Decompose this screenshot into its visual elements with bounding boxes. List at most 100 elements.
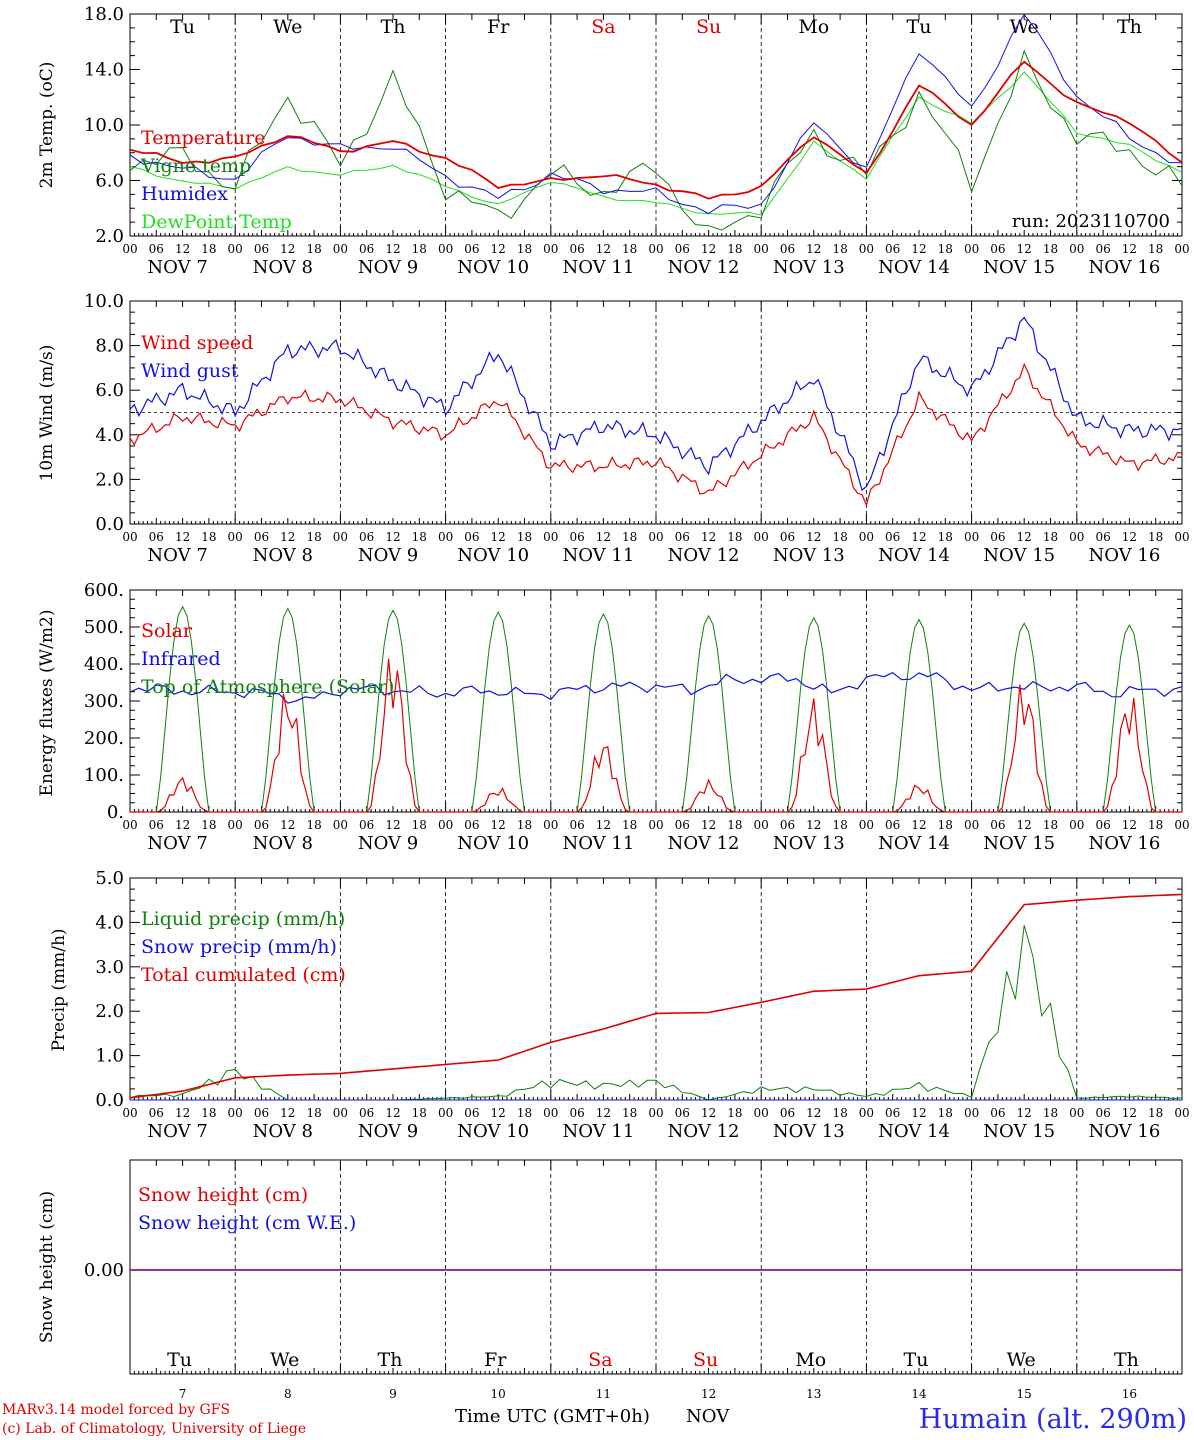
hour-tick-label: 18 bbox=[832, 242, 847, 256]
hour-tick-label: 00 bbox=[122, 1106, 137, 1120]
day-label: Th bbox=[1117, 16, 1142, 38]
day-label: Mo bbox=[795, 1349, 826, 1371]
hour-tick-label: 06 bbox=[780, 242, 795, 256]
date-label: NOV 12 bbox=[668, 545, 740, 566]
hour-tick-label: 12 bbox=[1122, 1106, 1137, 1120]
hour-tick-label: 12 bbox=[596, 1106, 611, 1120]
hour-tick-label: 18 bbox=[306, 1106, 321, 1120]
date-label: NOV 10 bbox=[457, 833, 529, 854]
date-label: NOV 14 bbox=[878, 257, 950, 278]
date-label: NOV 7 bbox=[147, 1121, 207, 1142]
y-axis-label: Energy fluxes (W/m2) bbox=[37, 610, 57, 797]
hour-tick-label: 18 bbox=[1148, 242, 1163, 256]
hour-tick-label: 06 bbox=[359, 818, 374, 832]
hour-tick-label: 06 bbox=[359, 242, 374, 256]
date-label: NOV 15 bbox=[983, 1121, 1055, 1142]
y-tick-label: 18.0 bbox=[84, 4, 124, 25]
hour-tick-label: 00 bbox=[228, 242, 243, 256]
date-label: NOV 11 bbox=[562, 257, 634, 278]
y-tick-label: 300. bbox=[84, 691, 124, 712]
hour-tick-label: 06 bbox=[254, 818, 269, 832]
day-label: Tu bbox=[904, 1349, 929, 1371]
hour-tick-label: 00 bbox=[964, 242, 979, 256]
hour-tick-label: 00 bbox=[754, 530, 769, 544]
hour-tick-label: 00 bbox=[1069, 530, 1084, 544]
hour-tick-label: 12 bbox=[1122, 530, 1137, 544]
day-label: Tu bbox=[907, 16, 932, 38]
date-label: NOV 11 bbox=[562, 545, 634, 566]
legend-temperature: Temperature bbox=[141, 127, 265, 149]
hour-tick-label: 06 bbox=[1095, 818, 1110, 832]
hour-tick-label: 18 bbox=[832, 818, 847, 832]
hour-tick-label: 00 bbox=[1174, 818, 1189, 832]
hour-tick-label: 18 bbox=[938, 530, 953, 544]
hour-tick-label: 06 bbox=[569, 818, 584, 832]
legend-vigne-temp: Vigne temp bbox=[140, 155, 251, 177]
series-temperature bbox=[129, 60, 1183, 200]
date-label: NOV 13 bbox=[773, 545, 845, 566]
y-axis-label: Precip (mm/h) bbox=[49, 928, 69, 1051]
hour-tick-label: 18 bbox=[412, 818, 427, 832]
hour-tick-label: 06 bbox=[990, 242, 1005, 256]
hour-tick-label: 18 bbox=[938, 818, 953, 832]
date-label: NOV 12 bbox=[668, 257, 740, 278]
date-label: NOV 14 bbox=[878, 833, 950, 854]
hour-tick-label: 06 bbox=[780, 818, 795, 832]
legend-snow-precip-mm-h-: Snow precip (mm/h) bbox=[141, 936, 337, 958]
hour-tick-label: 12 bbox=[911, 242, 926, 256]
hour-tick-label: 00 bbox=[754, 242, 769, 256]
hour-tick-label: 18 bbox=[938, 242, 953, 256]
date-label: NOV 12 bbox=[668, 1121, 740, 1142]
date-label: NOV 16 bbox=[1088, 257, 1160, 278]
hour-tick-label: 06 bbox=[254, 1106, 269, 1120]
hour-tick-label: 12 bbox=[1017, 1106, 1032, 1120]
y-tick-label: 14.0 bbox=[84, 60, 124, 81]
legend-top-of-atmosphere-solar-: Top of Atmosphere (Solar) bbox=[141, 676, 394, 698]
hour-tick-label: 12 bbox=[491, 1106, 506, 1120]
date-label: NOV 7 bbox=[147, 833, 207, 854]
hour-tick-label: 00 bbox=[333, 1106, 348, 1120]
legend-liquid-precip-mm-h-: Liquid precip (mm/h) bbox=[141, 908, 345, 930]
day-number: 11 bbox=[596, 1387, 611, 1401]
day-label: Fr bbox=[484, 1349, 507, 1371]
y-tick-label: 600. bbox=[84, 580, 124, 601]
hour-tick-label: 18 bbox=[1043, 242, 1058, 256]
day-number: 14 bbox=[911, 1387, 927, 1401]
hour-tick-label: 06 bbox=[1095, 530, 1110, 544]
footer: MARv3.14 model forced by GFS (c) Lab. of… bbox=[2, 1402, 1187, 1437]
hour-tick-label: 18 bbox=[727, 1106, 742, 1120]
date-label: NOV 9 bbox=[358, 833, 418, 854]
hour-tick-label: 12 bbox=[491, 818, 506, 832]
y-tick-label: 10.0 bbox=[84, 115, 124, 136]
y-tick-label: 200. bbox=[84, 728, 124, 749]
hour-tick-label: 06 bbox=[569, 1106, 584, 1120]
y-tick-label: 6.0 bbox=[95, 380, 124, 401]
hour-tick-label: 06 bbox=[569, 242, 584, 256]
hour-tick-label: 00 bbox=[543, 242, 558, 256]
hour-tick-label: 18 bbox=[1043, 818, 1058, 832]
hour-tick-label: 06 bbox=[149, 530, 164, 544]
y-tick-label: 1.0 bbox=[95, 1046, 124, 1067]
hour-tick-label: 18 bbox=[622, 818, 637, 832]
hour-tick-label: 06 bbox=[675, 242, 690, 256]
hour-tick-label: 06 bbox=[569, 530, 584, 544]
hour-tick-label: 12 bbox=[701, 818, 716, 832]
hour-tick-label: 18 bbox=[832, 1106, 847, 1120]
day-number: 16 bbox=[1122, 1387, 1137, 1401]
hour-tick-label: 06 bbox=[885, 818, 900, 832]
hour-tick-label: 06 bbox=[254, 530, 269, 544]
day-number: 7 bbox=[179, 1387, 187, 1401]
y-axis-label: Snow height (cm) bbox=[37, 1191, 57, 1343]
hour-tick-label: 18 bbox=[622, 530, 637, 544]
hour-tick-label: 06 bbox=[464, 1106, 479, 1120]
hour-tick-label: 12 bbox=[385, 1106, 400, 1120]
y-tick-label: 500. bbox=[84, 617, 124, 638]
hour-tick-label: 18 bbox=[938, 1106, 953, 1120]
hour-tick-label: 18 bbox=[201, 818, 216, 832]
hour-tick-label: 18 bbox=[412, 242, 427, 256]
